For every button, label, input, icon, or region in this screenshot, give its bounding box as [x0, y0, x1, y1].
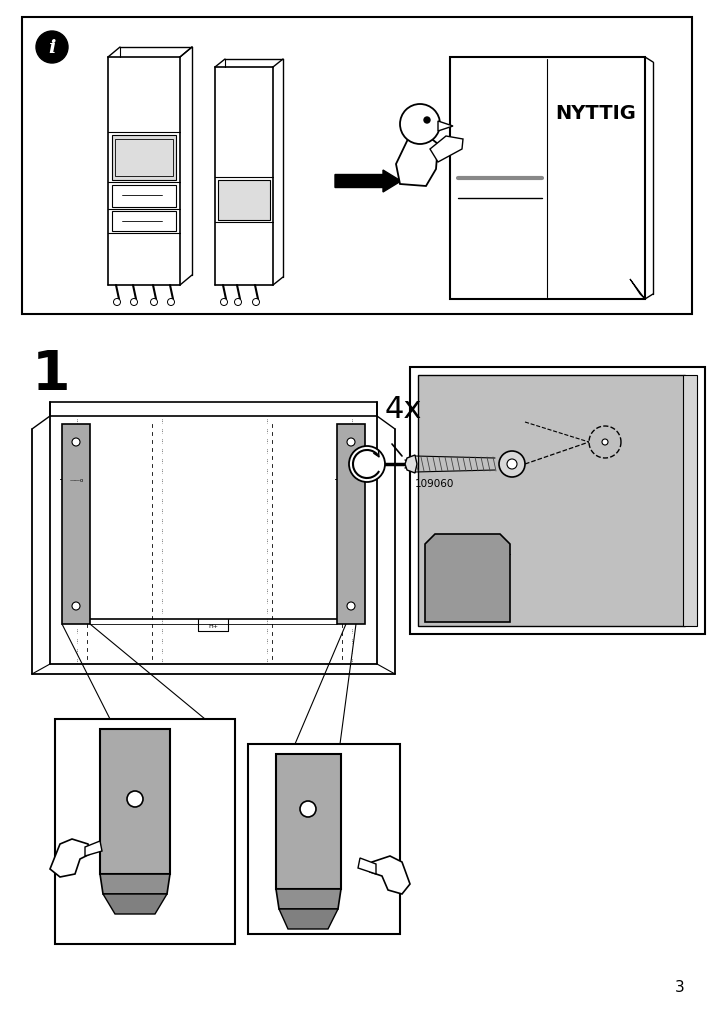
Polygon shape	[396, 132, 438, 187]
Polygon shape	[103, 894, 167, 914]
Bar	[112, 211, 176, 232]
Bar	[683, 376, 697, 627]
Bar	[248, 744, 400, 934]
Bar	[112, 135, 176, 181]
Bar	[418, 376, 685, 627]
Polygon shape	[425, 535, 510, 623]
Circle shape	[168, 299, 174, 306]
Circle shape	[602, 440, 608, 446]
Bar	[55, 719, 235, 944]
Polygon shape	[405, 456, 417, 473]
Bar	[410, 368, 705, 634]
Text: 1: 1	[32, 348, 71, 401]
Circle shape	[36, 32, 68, 64]
Circle shape	[221, 299, 228, 306]
Circle shape	[347, 603, 355, 611]
Bar	[115, 140, 173, 177]
Circle shape	[72, 603, 80, 611]
Bar	[112, 186, 176, 208]
Text: 4x: 4x	[385, 394, 423, 424]
Text: 3: 3	[675, 979, 685, 994]
Bar	[100, 729, 170, 875]
Circle shape	[72, 439, 80, 447]
Circle shape	[499, 452, 525, 477]
Polygon shape	[358, 858, 376, 875]
Bar	[337, 425, 365, 625]
Circle shape	[253, 299, 259, 306]
Text: i: i	[49, 39, 56, 57]
Circle shape	[234, 299, 241, 306]
Circle shape	[507, 460, 517, 469]
Circle shape	[131, 299, 138, 306]
Polygon shape	[100, 875, 170, 894]
Bar	[62, 425, 90, 625]
Circle shape	[151, 299, 158, 306]
Polygon shape	[438, 122, 453, 131]
Polygon shape	[630, 280, 645, 299]
Polygon shape	[50, 839, 90, 878]
Bar	[276, 754, 341, 889]
Polygon shape	[276, 889, 341, 909]
Text: ——o: ——o	[70, 477, 84, 482]
Circle shape	[400, 105, 440, 145]
Circle shape	[424, 118, 430, 124]
Text: NYTTIG: NYTTIG	[555, 103, 636, 122]
Text: 109060: 109060	[416, 478, 455, 488]
Circle shape	[349, 447, 385, 482]
Polygon shape	[85, 841, 102, 856]
Bar	[22, 18, 692, 314]
Polygon shape	[370, 856, 410, 894]
FancyArrow shape	[335, 171, 401, 193]
Polygon shape	[430, 136, 463, 163]
Circle shape	[300, 801, 316, 817]
Polygon shape	[50, 402, 377, 417]
Polygon shape	[279, 909, 338, 929]
Circle shape	[114, 299, 121, 306]
Circle shape	[347, 439, 355, 447]
Text: H+: H+	[208, 623, 218, 628]
Bar	[218, 181, 270, 220]
Circle shape	[127, 792, 143, 807]
Polygon shape	[450, 58, 645, 299]
